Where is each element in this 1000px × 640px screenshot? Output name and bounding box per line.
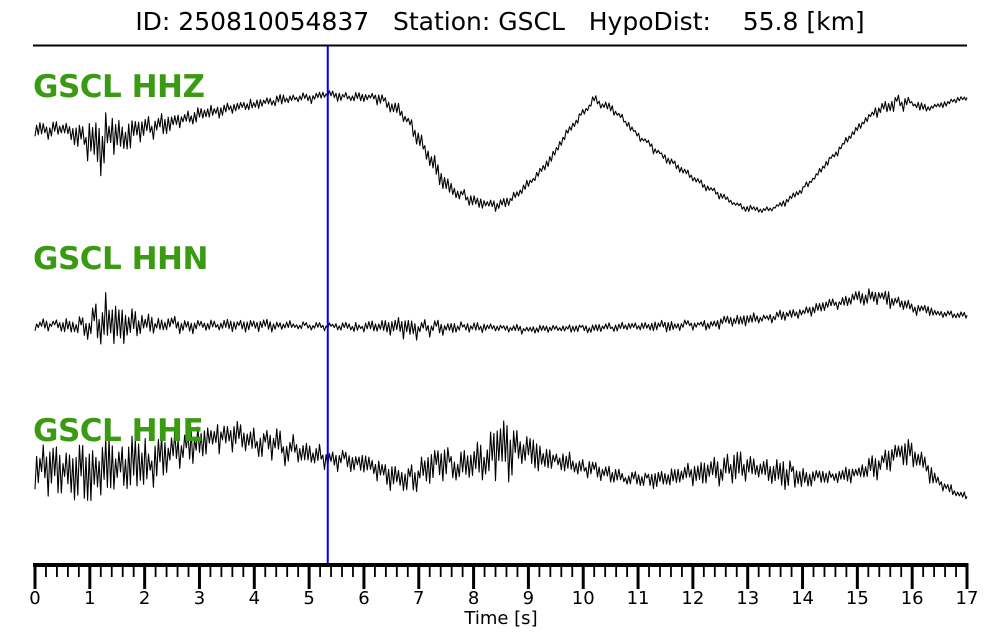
axis-tick-label: 12 bbox=[681, 588, 704, 609]
trace-label-hhz: GSCL HHZ bbox=[33, 69, 205, 105]
axis-tick-label: 10 bbox=[572, 588, 595, 609]
trace-label-hhn: GSCL HHN bbox=[33, 241, 208, 277]
axis-tick-label: 7 bbox=[413, 588, 424, 609]
time-axis-spine bbox=[33, 563, 967, 567]
axis-tick-label: 17 bbox=[956, 588, 979, 609]
time-axis-label: Time [s] bbox=[463, 608, 537, 629]
axis-tick-label: 6 bbox=[358, 588, 369, 609]
axis-tick-label: 15 bbox=[846, 588, 869, 609]
waveform-trace-hhe bbox=[34, 420, 968, 502]
waveform-trace-hhz bbox=[34, 90, 968, 214]
trace-label-hhe: GSCL HHE bbox=[33, 413, 204, 449]
axis-tick-label: 14 bbox=[791, 588, 814, 609]
axis-tick-label: 16 bbox=[901, 588, 924, 609]
axis-tick-label: 2 bbox=[139, 588, 150, 609]
waveform-trace-hhn bbox=[34, 288, 968, 345]
axis-tick-label: 9 bbox=[523, 588, 534, 609]
axis-tick-label: 11 bbox=[627, 588, 650, 609]
axis-tick-label: 0 bbox=[29, 588, 40, 609]
figure-title: ID: 250810054837 Station: GSCL HypoDist:… bbox=[135, 7, 865, 36]
axis-tick-label: 13 bbox=[736, 588, 759, 609]
axis-tick-label: 8 bbox=[468, 588, 479, 609]
axis-tick-label: 1 bbox=[84, 588, 95, 609]
axis-tick-label: 3 bbox=[194, 588, 205, 609]
axis-tick-label: 4 bbox=[249, 588, 260, 609]
axis-tick-label: 5 bbox=[303, 588, 314, 609]
